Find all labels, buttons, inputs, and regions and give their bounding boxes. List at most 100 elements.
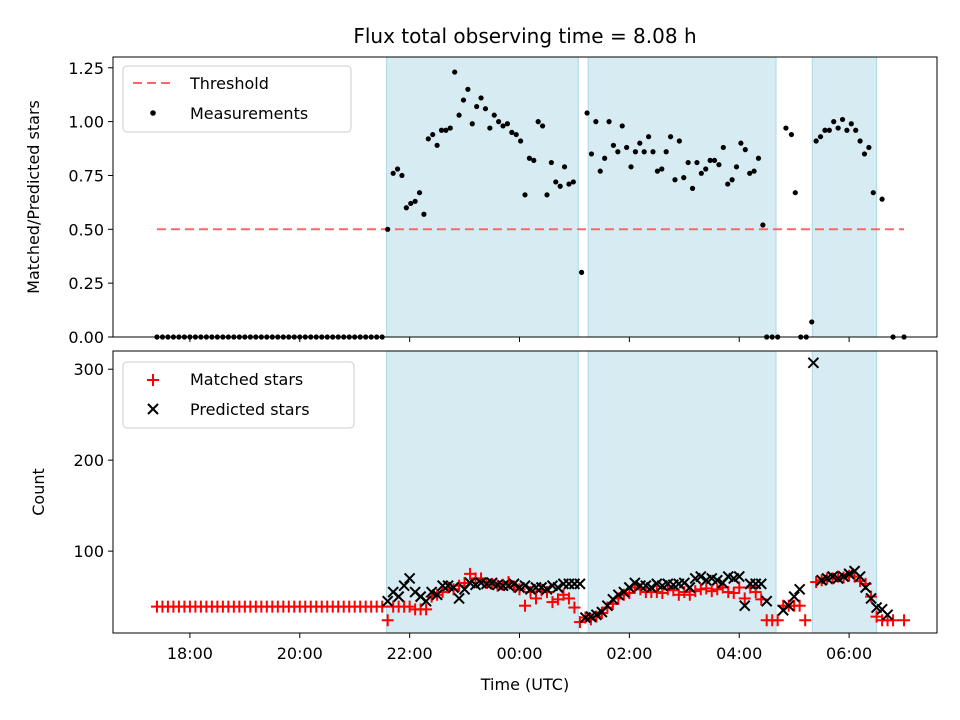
measurement-point xyxy=(654,168,660,174)
top-axes-frame xyxy=(112,56,938,338)
measurement-point xyxy=(408,200,414,207)
legend-measurements-label: Measurements xyxy=(190,104,308,123)
measurement-point xyxy=(628,164,634,170)
predicted-star-point xyxy=(837,570,850,583)
legend-matched-swatch xyxy=(147,374,159,386)
x-tick-label: 06:00 xyxy=(826,644,872,663)
measurement-point xyxy=(783,125,789,131)
top-panel: 0.00 0.25 0.50 0.75 1.00 1.25 Matched/Predict… xyxy=(24,56,938,347)
measurement-point xyxy=(615,149,621,155)
measurement-point xyxy=(509,129,515,135)
x-axis-label: Time (UTC) xyxy=(480,675,569,694)
matched-star-point xyxy=(529,592,542,605)
matched-star-point xyxy=(568,601,581,614)
predicted-points xyxy=(381,357,894,624)
measurement-point xyxy=(813,138,819,144)
x-tick-label: 00:00 xyxy=(496,644,542,663)
measurement-point xyxy=(848,121,854,127)
measurement-point xyxy=(716,162,722,168)
measurement-point xyxy=(839,116,846,123)
matched-star-point xyxy=(727,586,740,599)
predicted-star-point xyxy=(398,579,410,592)
measurement-point xyxy=(672,177,678,183)
measurement-point xyxy=(403,205,409,211)
measurement-point xyxy=(504,121,511,127)
chart-title: Flux total observing time = 8.08 h xyxy=(353,24,696,48)
predicted-star-point xyxy=(552,581,564,594)
measurement-point xyxy=(452,69,458,75)
predicted-star-point xyxy=(574,578,586,590)
bottom-y-tick-label: 300 xyxy=(73,360,104,379)
measurement-point xyxy=(548,159,554,166)
predicted-star-point xyxy=(392,590,405,603)
matched-star-point xyxy=(705,585,718,598)
measurement-point xyxy=(487,125,493,131)
predicted-star-point xyxy=(695,570,707,583)
measurement-point xyxy=(394,166,401,172)
measurement-point xyxy=(584,110,590,116)
measurement-point xyxy=(434,142,440,148)
top-y-tick-label: 1.25 xyxy=(68,59,104,78)
predicted-star-point xyxy=(807,357,820,369)
matched-star-point xyxy=(376,600,389,613)
measurement-point xyxy=(416,190,423,196)
top-y-tick-label: 0.00 xyxy=(68,328,104,347)
measurement-point xyxy=(597,168,603,174)
measurement-point xyxy=(788,131,795,138)
measurement-point xyxy=(578,269,585,275)
measurement-point xyxy=(469,121,475,127)
predicted-star-point xyxy=(760,595,773,607)
measurement-point xyxy=(430,131,436,138)
measurement-point xyxy=(553,179,559,185)
bottom-shaded-intervals xyxy=(386,350,878,634)
measurement-point xyxy=(421,211,427,217)
measurement-point xyxy=(602,155,608,161)
legend-threshold-label: Threshold xyxy=(189,74,269,93)
matched-star-point xyxy=(771,614,784,627)
predicted-star-point xyxy=(788,590,800,603)
matched-star-point xyxy=(898,614,911,627)
predicted-star-point xyxy=(684,581,696,594)
measurement-point xyxy=(667,134,674,140)
measurement-point xyxy=(681,175,687,181)
measurement-point xyxy=(659,166,665,172)
measurement-point xyxy=(707,157,713,163)
measurement-point xyxy=(531,157,537,163)
top-y-tick-label: 1.00 xyxy=(68,113,104,132)
measurement-point xyxy=(729,177,735,183)
legend-measurements-swatch xyxy=(150,110,156,116)
measurement-point xyxy=(703,166,709,172)
predicted-star-point xyxy=(447,581,460,594)
measurement-point xyxy=(742,147,748,153)
matched-star-point xyxy=(458,576,471,589)
measurement-point xyxy=(535,119,541,125)
matched-star-point xyxy=(700,582,713,595)
predicted-star-point xyxy=(793,583,806,596)
measurement-point xyxy=(879,196,885,202)
predicted-star-point xyxy=(739,600,751,612)
predicted-star-point xyxy=(541,583,553,596)
measurement-point xyxy=(610,142,617,148)
measurement-point xyxy=(465,86,471,92)
measurement-point xyxy=(606,119,612,125)
matched-star-point xyxy=(381,614,394,627)
matched-star-point xyxy=(733,581,746,594)
measurement-point xyxy=(632,149,639,155)
measurement-point xyxy=(792,190,798,196)
top-y-tick-label: 0.75 xyxy=(68,166,104,185)
measurement-point xyxy=(650,149,656,155)
predicted-star-point xyxy=(859,581,872,594)
matched-star-point xyxy=(562,592,575,605)
matched-star-point xyxy=(519,599,531,612)
measurement-point xyxy=(385,226,391,232)
measurement-point xyxy=(857,138,863,144)
measurement-point xyxy=(561,164,568,170)
bottom-legend-box xyxy=(122,361,355,429)
top-legend-box xyxy=(122,65,352,133)
measurement-point xyxy=(870,190,876,196)
measurement-point xyxy=(733,164,740,170)
bottom-axes-frame xyxy=(112,350,938,634)
matched-star-point xyxy=(865,590,878,603)
predicted-star-point xyxy=(431,589,443,601)
measurement-point xyxy=(460,97,467,103)
